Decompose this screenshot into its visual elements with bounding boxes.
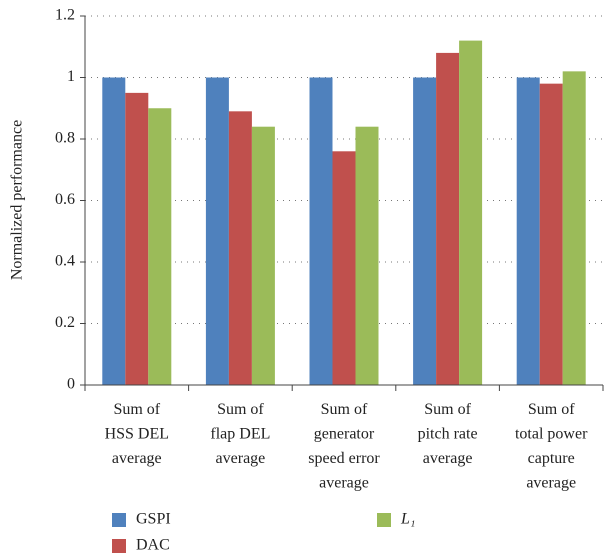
y-tick-label: 0.8	[55, 130, 75, 147]
bar	[125, 92, 149, 385]
x-tick-label: Sum of pitch rate average	[418, 401, 478, 467]
bar	[516, 77, 540, 385]
bar	[562, 71, 586, 385]
x-tick-label: Sum of generator speed error average	[308, 401, 380, 492]
bar	[459, 40, 483, 385]
legend-swatch	[377, 513, 391, 527]
bar	[436, 52, 460, 386]
legend-swatch	[112, 539, 126, 553]
bar	[355, 126, 379, 385]
bar	[309, 77, 333, 385]
legend-label: DAC	[136, 537, 170, 554]
x-tick-label: Sum of flap DEL average	[210, 401, 270, 467]
y-tick-label: 0.6	[55, 191, 75, 208]
bar	[228, 111, 252, 385]
bar	[251, 126, 275, 385]
bar	[148, 108, 172, 385]
y-tick-label: 0	[67, 376, 75, 393]
bar	[539, 83, 563, 386]
y-axis-label: Normalized performance	[9, 120, 26, 280]
bar	[413, 77, 437, 385]
legend-swatch	[112, 513, 126, 527]
y-tick-label: 0.4	[55, 253, 75, 270]
y-tick-label: 0.2	[55, 314, 75, 331]
bar	[332, 151, 356, 385]
legend-label: GSPI	[136, 511, 171, 528]
y-tick-label: 1	[67, 68, 75, 85]
legend-label: L₁	[400, 511, 415, 528]
bar	[102, 77, 126, 385]
y-tick-label: 1.2	[55, 7, 75, 24]
x-tick-label: Sum of HSS DEL average	[105, 401, 169, 467]
bar	[205, 77, 229, 385]
x-tick-label: Sum of total power capture average	[515, 401, 588, 492]
